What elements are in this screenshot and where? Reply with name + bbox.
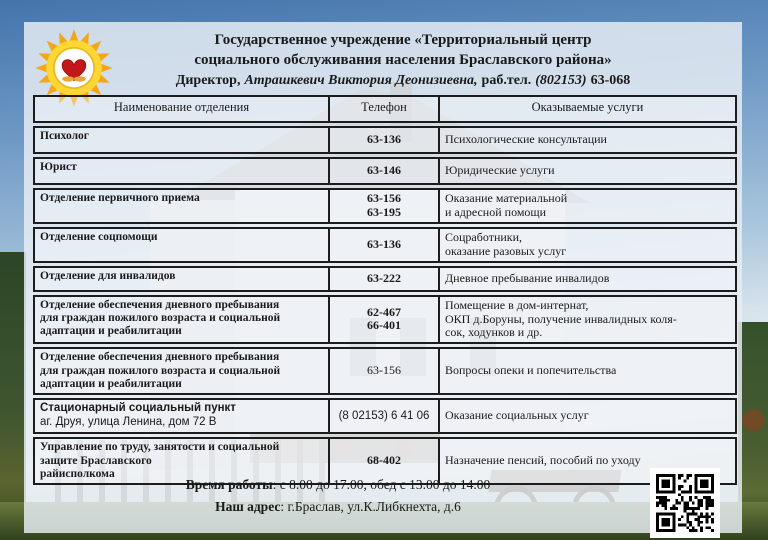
department-name-line: Отделение соцпомощи bbox=[40, 230, 158, 243]
footer-info: Время работы: с 8.00 до 17.00, обед с 13… bbox=[24, 474, 652, 517]
work-phone-label: раб.тел. bbox=[481, 72, 532, 88]
department-name-cell: Юрист bbox=[35, 159, 328, 183]
phone-cell: (8 02153) 6 41 06 bbox=[328, 400, 440, 433]
department-name-line: Отделение для инвалидов bbox=[40, 269, 176, 282]
address-line: Наш адрес: г.Браслав, ул.К.Либкнехта, д.… bbox=[24, 496, 652, 518]
working-hours-line: Время работы: с 8.00 до 17.00, обед с 13… bbox=[24, 474, 652, 496]
department-name-line: адаптации и реабилитации bbox=[40, 325, 182, 338]
department-name-line: защите Браславского bbox=[40, 454, 152, 467]
org-title-line2: социального обслуживания населения Брасл… bbox=[194, 52, 612, 69]
address-value: : г.Браслав, ул.К.Либкнехта, д.6 bbox=[280, 498, 461, 514]
department-name-cell: Отделение первичного приема bbox=[35, 190, 328, 222]
phone-cell: 63-222 bbox=[328, 267, 440, 290]
department-name-line: адаптации и реабилитации bbox=[40, 378, 182, 390]
table-row: Отделение обеспечения дневного пребывани… bbox=[33, 294, 737, 345]
table-row: Отделение обеспечения дневного пребывани… bbox=[33, 347, 737, 396]
director-label: Директор, bbox=[175, 72, 241, 88]
qr-code-icon bbox=[650, 468, 720, 538]
work-phone-number: 63-068 bbox=[590, 72, 631, 88]
column-header-phone: Телефон bbox=[328, 97, 440, 121]
phone-cell: 63-136 bbox=[328, 128, 440, 152]
director-name: Атрашкевич Виктория Деонизиевна, bbox=[244, 72, 478, 88]
address-label: Наш адрес bbox=[215, 498, 281, 514]
department-name-cell: Отделение обеспечения дневного пребывани… bbox=[35, 349, 328, 393]
phone-cell: 68-402 bbox=[328, 439, 440, 484]
services-cell: Вопросы опеки и попечительства bbox=[445, 363, 617, 378]
services-cell: Оказание социальных услуг bbox=[445, 408, 589, 423]
department-name-line: Юрист bbox=[40, 161, 77, 173]
table-row: Стационарный социальный пункт аг. Друя, у… bbox=[33, 398, 737, 435]
services-cell: Психологические консультации bbox=[445, 132, 607, 147]
content-panel: Государственное учреждение «Территориаль… bbox=[24, 22, 742, 538]
services-cell: Оказание материальной и адресной помощи bbox=[445, 191, 568, 219]
phone-cell: 62-467 66-401 bbox=[328, 296, 440, 343]
department-name-line: Отделение первичного приема bbox=[40, 192, 200, 204]
department-name-line: Управление по труду, занятости и социаль… bbox=[40, 441, 280, 454]
department-name-cell: Отделение соцпомощи bbox=[35, 229, 328, 261]
table-row: Психолог 63-136 Психологические консультац… bbox=[33, 126, 737, 154]
phone-cell: 63-146 bbox=[328, 159, 440, 183]
working-hours-value: : с 8.00 до 17.00, обед с 13.00 до 14.00 bbox=[272, 477, 491, 492]
services-cell: Юридические услуги bbox=[445, 163, 555, 178]
departments-table: Наименование отделения Телефон Оказываемые… bbox=[33, 95, 737, 486]
department-name-line: райисполкома bbox=[40, 467, 115, 480]
department-name-line: Психолог bbox=[40, 130, 90, 142]
org-title-line1: Государственное учреждение «Территориаль… bbox=[214, 32, 592, 48]
table-row: Отделение первичного приема 63-156 63-195… bbox=[33, 188, 737, 224]
phone-cell: 63-156 bbox=[328, 349, 440, 394]
department-name-line: Отделение обеспечения дневного пребывани… bbox=[40, 298, 280, 311]
table-row: Управление по труду, занятости и социаль… bbox=[33, 437, 737, 486]
services-cell: Соцработники, оказание разовых услуг bbox=[445, 229, 567, 258]
column-header-department: Наименование отделения bbox=[113, 100, 250, 114]
department-name-line: для граждан пожилого возраста и социальн… bbox=[40, 311, 281, 324]
department-name-cell: Управление по труду, занятости и социаль… bbox=[35, 439, 328, 483]
table-row: Отделение соцпомощи 63-136 Соцработники, о… bbox=[33, 226, 737, 263]
department-name-line: Отделение обеспечения дневного пребывани… bbox=[40, 351, 280, 364]
table-row: Отделение для инвалидов 63-222 Дневное пре… bbox=[33, 265, 737, 292]
department-name-line: для граждан пожилого возраста и социальн… bbox=[40, 364, 281, 377]
column-header-services: Оказываемые услуги bbox=[531, 100, 644, 114]
working-hours-label: Время работы bbox=[185, 477, 273, 492]
department-name-cell: Стационарный социальный пункт аг. Друя, у… bbox=[35, 400, 328, 432]
department-name-line: Стационарный социальный пункт bbox=[40, 402, 236, 415]
trees-left bbox=[0, 252, 26, 540]
department-name-line: аг. Друя, улица Ленина, дом 72 В bbox=[40, 415, 217, 428]
phone-cell: 63-136 bbox=[328, 228, 440, 261]
table-header-row: Наименование отделения Телефон Оказываемые… bbox=[33, 95, 737, 123]
department-name-cell: Психолог bbox=[35, 128, 328, 152]
table-row: Юрист 63-146 Юридические услуги bbox=[33, 157, 737, 185]
services-cell: Назначение пенсий, пособий по уходу bbox=[445, 453, 641, 468]
department-name-cell: Отделение обеспечения дневного пребывани… bbox=[35, 297, 328, 343]
sun-heart-logo-icon bbox=[32, 26, 116, 110]
services-cell: Помещение в дом-интернат, ОКП д.Боруны, … bbox=[445, 297, 677, 340]
phone-cell: 63-156 63-195 bbox=[328, 190, 440, 222]
services-cell: Дневное пребывание инвалидов bbox=[445, 270, 610, 285]
department-name-cell: Отделение для инвалидов bbox=[35, 268, 328, 290]
director-line: Директор, Атрашкевич Виктория Деонизиевна… bbox=[94, 72, 712, 91]
header-titles: Государственное учреждение «Территориаль… bbox=[94, 30, 712, 90]
work-phone-code: (802153) bbox=[535, 72, 587, 88]
